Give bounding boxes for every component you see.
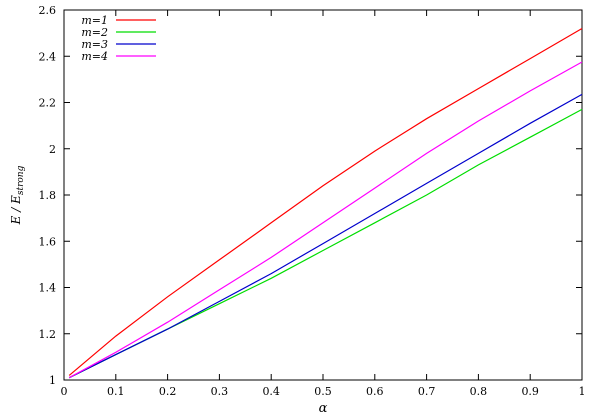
series-line-m-4: [68, 61, 583, 379]
y-axis-label-main: E / E: [9, 195, 23, 225]
x-axis-label: α: [319, 401, 328, 416]
y-tick-label: 1.2: [39, 328, 57, 341]
legend-label: m=4: [81, 50, 108, 63]
legend: m=1m=2m=3m=4: [81, 14, 156, 63]
y-tick-label: 2.2: [39, 97, 57, 110]
x-tick-label: 0.7: [418, 385, 436, 398]
x-tick-label: 0.1: [107, 385, 125, 398]
x-tick-label: 0.4: [262, 385, 280, 398]
x-tick-label: 0.9: [521, 385, 539, 398]
y-tick-label: 2.6: [39, 4, 57, 17]
legend-label: m=2: [81, 26, 108, 39]
plot-frame: [63, 9, 583, 381]
series-lines: [68, 27, 583, 379]
x-tick-label: 0.5: [314, 385, 332, 398]
y-tick-label: 1.6: [39, 235, 57, 248]
x-tick-label: 0.8: [470, 385, 488, 398]
x-tick-label: 1: [579, 385, 586, 398]
legend-label: m=1: [81, 14, 108, 27]
y-tick-label: 2.4: [39, 50, 57, 63]
y-axis-label: E / Estrong: [9, 165, 26, 225]
series-line-m-3: [68, 93, 583, 379]
y-tick-label: 2: [49, 143, 56, 156]
axis-ticks: 0 0.1 0.2 0.3 0.4 0.5 0.6 0.7 0.8 0.9 1 1 1.2 1.4 1.6 1…: [39, 4, 586, 398]
legend-label: m=3: [81, 38, 108, 51]
x-tick-label: 0.2: [159, 385, 177, 398]
y-tick-label: 1: [49, 374, 56, 387]
y-tick-label: 1.4: [39, 282, 57, 295]
y-axis-label-subscript: strong: [16, 165, 26, 195]
y-tick-label: 1.8: [39, 189, 57, 202]
x-tick-label: 0: [61, 385, 68, 398]
series-line-m-1: [68, 27, 583, 376]
x-tick-label: 0.6: [366, 385, 384, 398]
x-tick-label: 0.3: [211, 385, 229, 398]
series-line-m-2: [68, 108, 583, 379]
